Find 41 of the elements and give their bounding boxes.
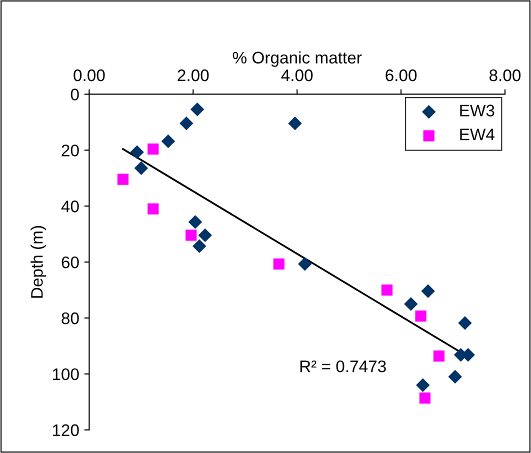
point: [415, 310, 426, 322]
point: [273, 258, 284, 270]
point: [198, 228, 212, 242]
y-tick-label: 60: [62, 256, 79, 268]
x-tick-label: 8.00: [489, 69, 521, 82]
legend-label: EW4: [460, 128, 494, 140]
point: [192, 239, 206, 253]
point: [190, 102, 204, 116]
point: [180, 116, 194, 130]
annotation: R² = 0.7473: [300, 360, 386, 372]
point: [433, 350, 445, 362]
point: [117, 174, 129, 185]
y-tick-label: 20: [62, 144, 79, 156]
x-tick-label: 0.00: [74, 69, 105, 82]
point: [298, 257, 312, 271]
legend-label: EW3: [460, 104, 494, 116]
y-tick-label: 40: [61, 200, 79, 212]
point: [148, 203, 159, 214]
point: [161, 134, 176, 148]
point: [134, 161, 148, 175]
point: [148, 143, 159, 155]
y-tick-label: 0: [70, 88, 79, 100]
y-tick-label: 100: [52, 368, 79, 380]
point: [458, 316, 472, 330]
point: [381, 284, 393, 296]
x-tick-label: 4.00: [281, 69, 313, 82]
point: [404, 297, 418, 311]
point: [186, 230, 197, 241]
y-tick-label: 120: [52, 424, 79, 436]
y-tick-label: 80: [62, 312, 79, 324]
point: [130, 145, 144, 159]
point: [419, 392, 430, 404]
x-tick-label: 6.00: [386, 69, 417, 82]
point: [188, 215, 202, 229]
point: [288, 116, 302, 130]
x-tick-label: 2.00: [178, 69, 209, 82]
x-axis-title: % Organic matter: [232, 51, 362, 67]
point: [416, 378, 430, 392]
y-axis-title: Depth (m): [30, 226, 46, 298]
point: [448, 370, 462, 384]
point: [421, 284, 435, 298]
